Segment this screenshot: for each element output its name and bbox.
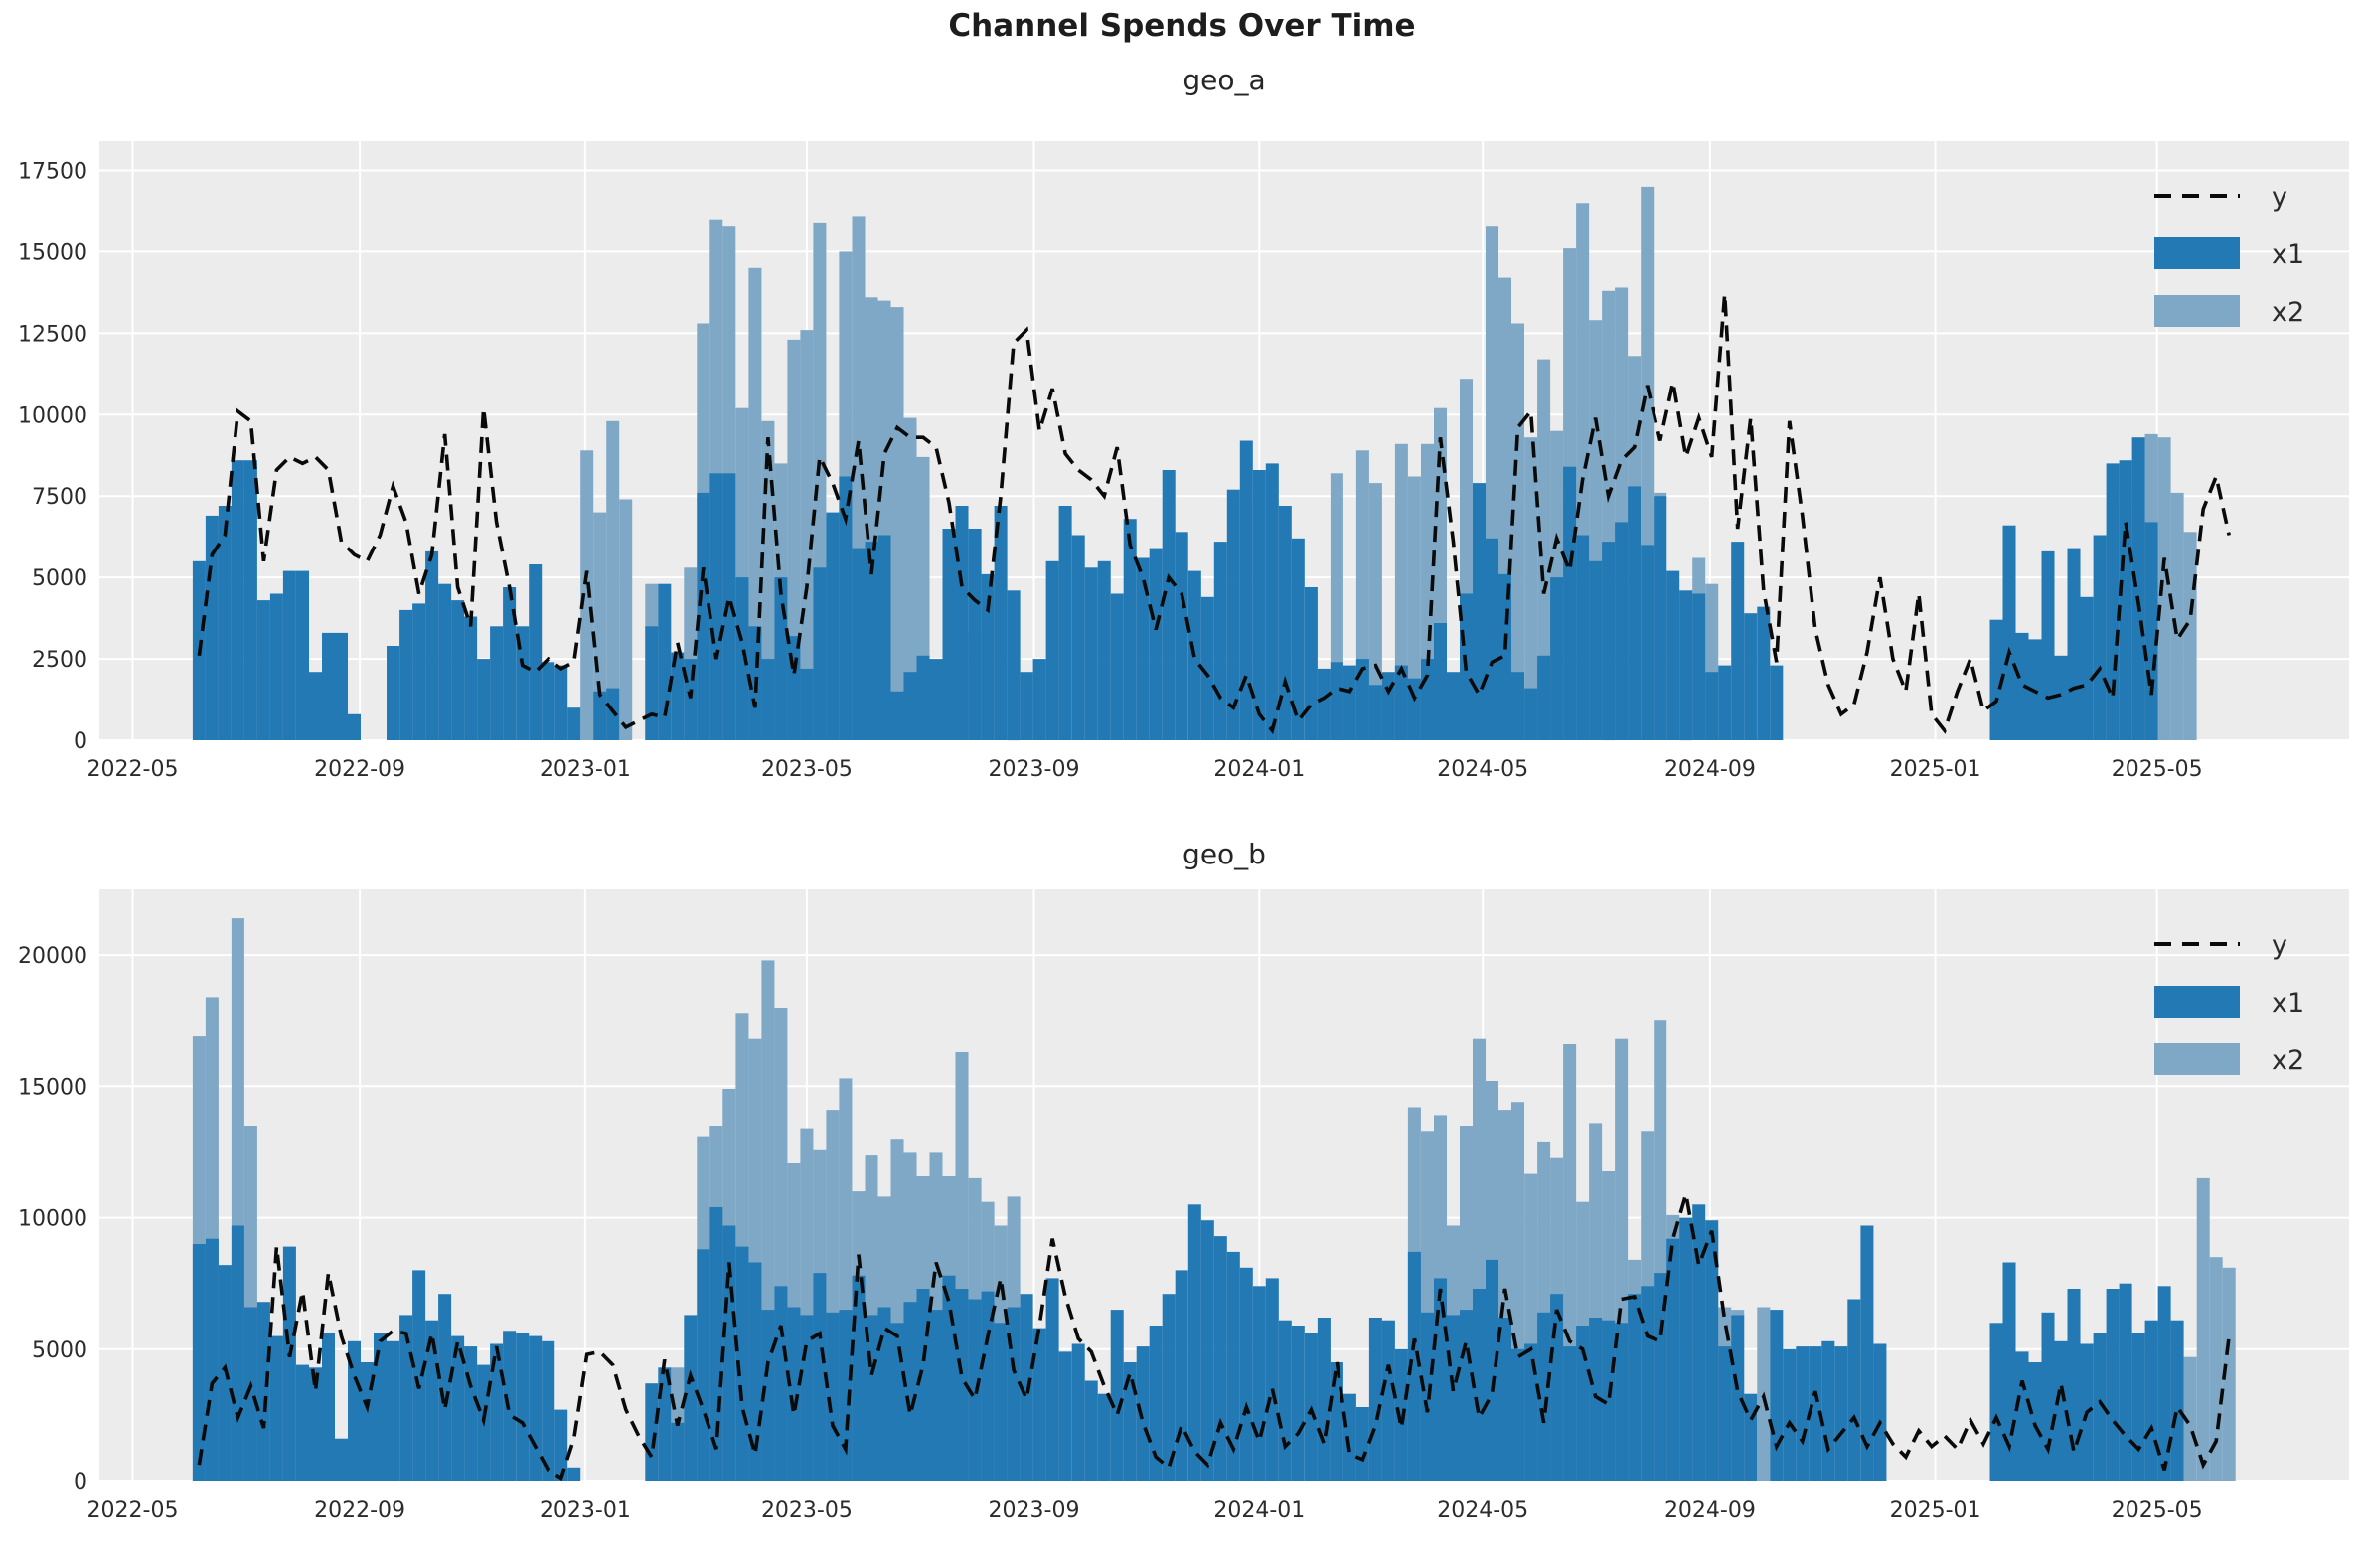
svg-text:y: y: [2272, 182, 2287, 213]
svg-text:2022-09: 2022-09: [314, 1498, 405, 1523]
svg-text:2025-05: 2025-05: [2112, 757, 2203, 782]
svg-text:5000: 5000: [32, 1338, 87, 1363]
svg-text:x2: x2: [2272, 297, 2304, 328]
svg-text:20000: 20000: [18, 944, 87, 969]
svg-text:10000: 10000: [18, 403, 87, 428]
svg-text:x1: x1: [2272, 239, 2304, 270]
svg-text:2024-09: 2024-09: [1664, 757, 1756, 782]
geo_a-bars-x1: [192, 437, 2158, 741]
svg-text:17500: 17500: [18, 160, 87, 185]
svg-text:2024-09: 2024-09: [1664, 1498, 1756, 1523]
geo_a-y-line: [197, 293, 2231, 735]
svg-text:2025-05: 2025-05: [2112, 1498, 2203, 1523]
svg-text:2022-05: 2022-05: [87, 757, 179, 782]
x-tick-labels: 2022-05 2022-09 2023-01 2023-05 2023-09 2024-…: [87, 757, 2203, 782]
svg-text:2022-05: 2022-05: [87, 1498, 179, 1523]
svg-text:x1: x1: [2272, 988, 2304, 1019]
svg-text:2025-01: 2025-01: [1890, 757, 1981, 782]
svg-text:5000: 5000: [32, 566, 87, 591]
x-tick-labels: 2022-05 2022-09 2023-01 2023-05 2023-09 2024-…: [87, 1498, 2203, 1523]
svg-text:2500: 2500: [32, 648, 87, 673]
svg-text:15000: 15000: [18, 240, 87, 265]
legend: y x1 x2: [2154, 930, 2304, 1076]
geo_b-bars-x1: [192, 1204, 2184, 1481]
svg-text:0: 0: [74, 729, 87, 754]
svg-text:2023-05: 2023-05: [761, 757, 853, 782]
y-tick-labels: 0 2500 5000 7500 10000 12500 15000 17500: [18, 160, 87, 755]
svg-text:2022-09: 2022-09: [314, 757, 405, 782]
svg-text:2023-09: 2023-09: [989, 1498, 1080, 1523]
svg-text:10000: 10000: [18, 1207, 87, 1232]
svg-text:2025-01: 2025-01: [1890, 1498, 1981, 1523]
svg-text:12500: 12500: [18, 322, 87, 347]
svg-text:2024-01: 2024-01: [1213, 757, 1305, 782]
svg-text:y: y: [2272, 930, 2287, 961]
legend: y x1 x2: [2154, 182, 2304, 328]
svg-text:2023-09: 2023-09: [989, 757, 1080, 782]
svg-text:7500: 7500: [32, 485, 87, 510]
figure-title: Channel Spends Over Time: [948, 8, 1416, 44]
geo_a-bars-x2: [580, 186, 2197, 741]
svg-text:0: 0: [74, 1470, 87, 1494]
geo_b-y-line: [197, 1193, 2231, 1482]
svg-text:2023-01: 2023-01: [540, 1498, 631, 1523]
svg-text:2024-05: 2024-05: [1437, 1498, 1528, 1523]
svg-text:2023-05: 2023-05: [761, 1498, 853, 1523]
svg-text:2024-05: 2024-05: [1437, 757, 1528, 782]
svg-text:2023-01: 2023-01: [540, 757, 631, 782]
svg-text:15000: 15000: [18, 1075, 87, 1100]
svg-text:x2: x2: [2272, 1045, 2304, 1076]
y-tick-labels: 0 5000 10000 15000 20000: [18, 944, 87, 1494]
subplot-title-geo-a: geo_a: [1182, 64, 1266, 96]
svg-text:2024-01: 2024-01: [1213, 1498, 1305, 1523]
subplot-title-geo-b: geo_b: [1182, 838, 1266, 870]
